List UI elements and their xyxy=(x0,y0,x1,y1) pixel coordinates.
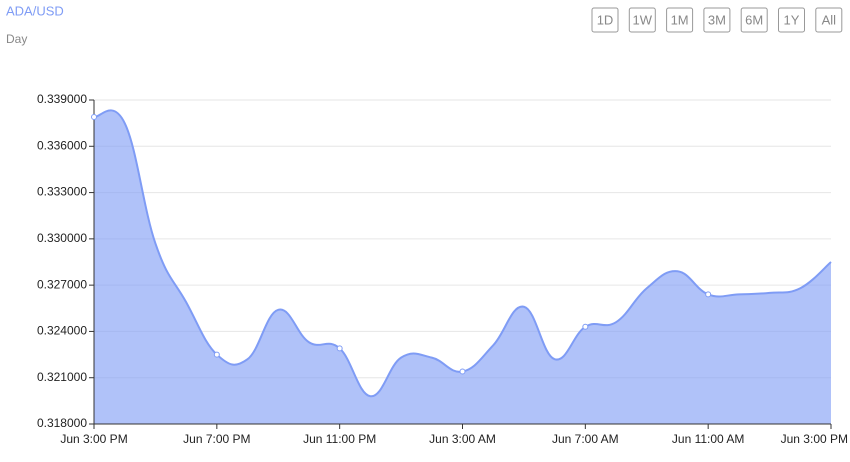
y-tick-label: 0.336000 xyxy=(37,138,87,152)
range-button[interactable]: 1M xyxy=(666,7,694,33)
button-frame xyxy=(815,7,843,33)
area xyxy=(94,110,831,425)
y-tick-label: 0.333000 xyxy=(37,185,87,199)
button-label: All xyxy=(822,12,837,27)
x-tick-label: Jun 3:00 AM xyxy=(429,432,496,446)
button-frame xyxy=(778,7,805,33)
y-tick-label: 0.327000 xyxy=(37,277,87,291)
point xyxy=(705,291,712,298)
button-label: 1D xyxy=(597,12,614,27)
range-button[interactable]: 3M xyxy=(703,7,731,33)
button-frame xyxy=(666,7,694,33)
x-tick-label: Jun 11:00 AM xyxy=(672,432,745,446)
range-button[interactable]: 1Y xyxy=(778,7,805,33)
y-tick-label: 0.339000 xyxy=(37,92,87,106)
button-frame xyxy=(628,7,656,33)
x-tick-label: Jun 7:00 AM xyxy=(552,432,619,446)
chart-subtitle: Day xyxy=(6,32,27,46)
range-button[interactable]: 1W xyxy=(628,7,656,33)
x-tick-label: Jun 3:00 PM xyxy=(60,432,127,446)
point xyxy=(582,323,589,330)
range-button[interactable]: 1D xyxy=(591,7,619,33)
button-frame xyxy=(591,7,619,33)
button-frame xyxy=(703,7,731,33)
x-tick-label: Jun 11:00 PM xyxy=(303,432,376,446)
y-tick-label: 0.321000 xyxy=(37,370,87,384)
y-tick-label: 0.330000 xyxy=(37,231,87,245)
x-tick-label: Jun 7:00 PM xyxy=(183,432,250,446)
point xyxy=(336,345,343,352)
button-frame xyxy=(740,7,768,33)
y-tick-label: 0.324000 xyxy=(37,324,87,338)
x-tick-label: Jun 3:00 PM xyxy=(781,432,848,446)
range-button[interactable]: 6M xyxy=(740,7,768,33)
point xyxy=(91,113,97,120)
button-label: 3M xyxy=(708,12,726,27)
y-tick-label: 0.318000 xyxy=(37,416,87,430)
range-button[interactable]: All xyxy=(815,7,843,33)
button-label: 1M xyxy=(671,12,689,27)
button-label: 1Y xyxy=(784,12,800,27)
button-label: 1W xyxy=(633,12,653,27)
point xyxy=(213,351,220,358)
point xyxy=(459,368,466,375)
button-label: 6M xyxy=(745,12,763,27)
chart-title: ADA/USD xyxy=(6,3,64,18)
